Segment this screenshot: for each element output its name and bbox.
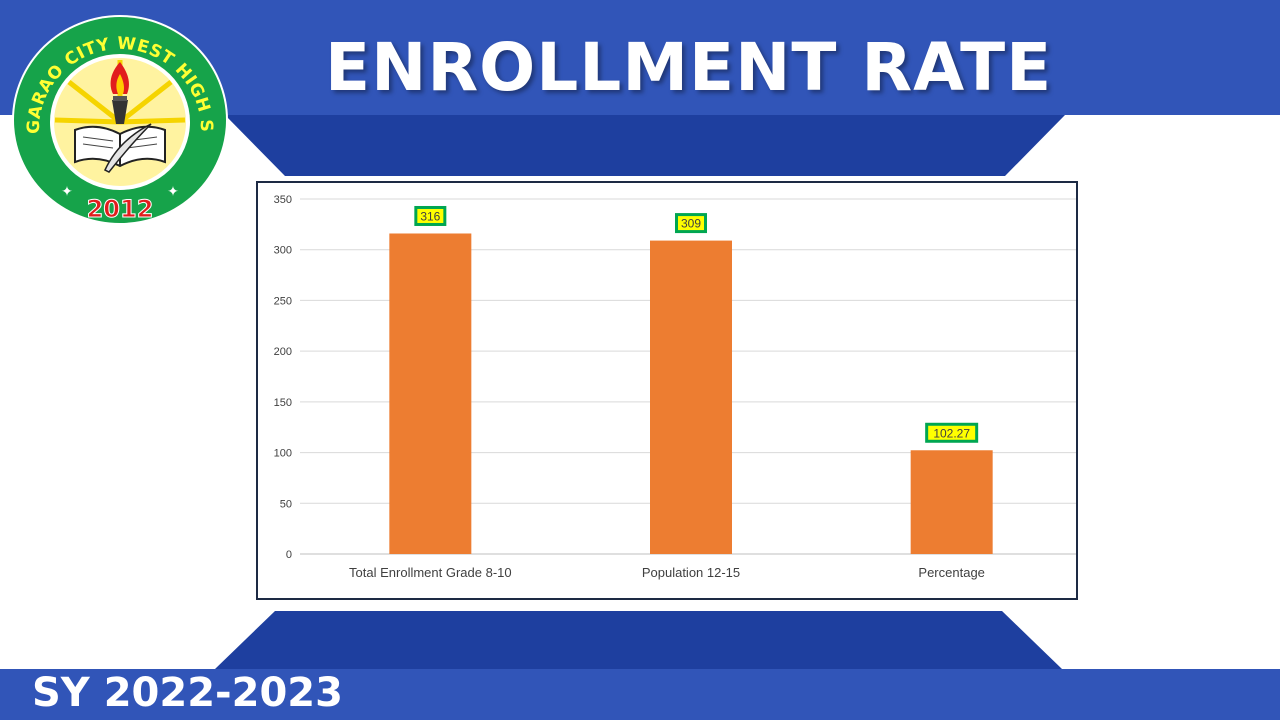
torch-icon (110, 62, 129, 124)
star-icon: ✦ (61, 183, 73, 199)
x-category-label: Total Enrollment Grade 8-10 (349, 565, 512, 580)
bar (650, 240, 732, 555)
y-tick-label: 0 (286, 549, 292, 561)
y-tick-label: 50 (280, 498, 292, 510)
data-label: 309 (681, 217, 701, 231)
y-tick-label: 200 (274, 346, 292, 358)
logo-year: 2012 (87, 195, 154, 223)
data-label-box (675, 213, 707, 234)
y-tick-label: 100 (274, 448, 292, 460)
chart-frame: 0 50 100 150 200 250 300 350 316 Total Enrollment… (256, 181, 1078, 600)
data-label: 102.27 (933, 426, 970, 440)
slide-title: ENROLLMENT RATE (325, 29, 1053, 106)
y-tick-label: 250 (274, 295, 292, 307)
data-label-box (414, 205, 447, 226)
school-logo: TUGUEGARAO CITY WEST HIGH SCHOOL ✦ ✦ 201… (9, 12, 228, 225)
data-label-box (925, 422, 979, 443)
bar (910, 450, 993, 554)
bottom-trapezoid (215, 611, 1062, 669)
y-tick-label: 150 (274, 397, 292, 409)
data-label: 316 (420, 209, 440, 223)
x-category-label: Population 12-15 (642, 565, 740, 580)
star-icon: ✦ (167, 183, 179, 199)
bar (389, 233, 472, 554)
quill-icon (104, 123, 152, 173)
y-tick-label: 350 (274, 194, 292, 206)
footer-band (0, 669, 1280, 720)
school-year-label: SY 2022-2023 (32, 670, 343, 716)
bar-chart: 0 50 100 150 200 250 300 350 316 Total Enrollment… (274, 194, 1076, 580)
y-tick-label: 300 (274, 245, 292, 257)
header-trapezoid (225, 115, 1065, 176)
x-category-label: Percentage (918, 565, 985, 580)
